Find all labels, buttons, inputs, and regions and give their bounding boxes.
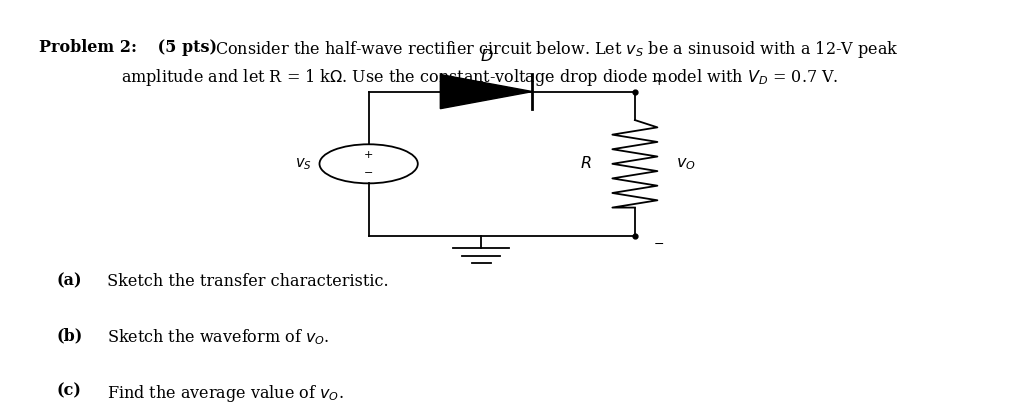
Text: Sketch the waveform of $v_O$.: Sketch the waveform of $v_O$.	[102, 328, 330, 347]
Text: amplitude and let R = 1 k$\Omega$. Use the constant-voltage drop diode model wit: amplitude and let R = 1 k$\Omega$. Use t…	[121, 67, 839, 88]
Text: (a): (a)	[56, 273, 82, 290]
Text: (5 pts): (5 pts)	[152, 39, 216, 56]
Text: Consider the half-wave rectifier circuit below. Let $v_S$ be a sinusoid with a 1: Consider the half-wave rectifier circuit…	[210, 39, 898, 60]
Text: +: +	[653, 74, 664, 88]
Text: −: −	[653, 238, 664, 251]
Text: $D$: $D$	[479, 48, 494, 65]
Text: −: −	[364, 168, 374, 177]
Text: (c): (c)	[56, 383, 81, 400]
Polygon shape	[440, 74, 532, 109]
Text: $v_S$: $v_S$	[296, 156, 312, 172]
Text: $v_O$: $v_O$	[676, 155, 695, 172]
Text: +: +	[364, 150, 374, 160]
Text: $R$: $R$	[580, 155, 592, 172]
Text: Problem 2:: Problem 2:	[39, 39, 137, 56]
Text: Sketch the transfer characteristic.: Sketch the transfer characteristic.	[102, 273, 389, 290]
Text: Find the average value of $v_O$.: Find the average value of $v_O$.	[102, 383, 344, 404]
Text: (b): (b)	[56, 328, 83, 345]
